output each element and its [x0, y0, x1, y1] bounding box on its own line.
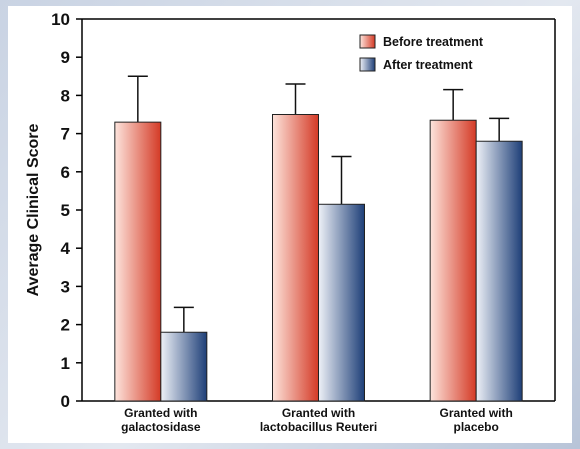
y-tick-label: 8 [61, 86, 70, 105]
y-tick-label: 4 [61, 239, 71, 258]
x-category-label: Granted with [439, 406, 512, 420]
legend-label: After treatment [383, 58, 473, 72]
bar [160, 331, 208, 402]
x-category-label: Granted with [282, 406, 355, 420]
y-tick-label: 6 [61, 163, 70, 182]
bar [318, 203, 365, 402]
y-tick-label: 2 [61, 316, 70, 335]
y-tick-label: 1 [61, 354, 70, 373]
legend-label: Before treatment [383, 35, 484, 49]
y-tick-label: 0 [61, 392, 70, 411]
x-category-label: Granted with [124, 406, 197, 420]
y-tick-label: 9 [61, 48, 70, 67]
y-axis-label: Average Clinical Score [25, 123, 42, 296]
x-category-label: galactosidase [121, 420, 201, 434]
legend-swatch [359, 34, 376, 49]
bar [114, 121, 162, 402]
y-tick-label: 5 [61, 201, 70, 220]
x-category-label: lactobacillus Reuteri [260, 420, 377, 434]
y-tick-label: 7 [61, 125, 70, 144]
bar [429, 119, 477, 402]
y-tick-label: 3 [61, 277, 70, 296]
legend-swatch [359, 57, 376, 72]
x-category-label: placebo [453, 420, 498, 434]
y-tick-label: 10 [51, 10, 70, 29]
bar [475, 140, 523, 402]
bar [272, 114, 319, 402]
